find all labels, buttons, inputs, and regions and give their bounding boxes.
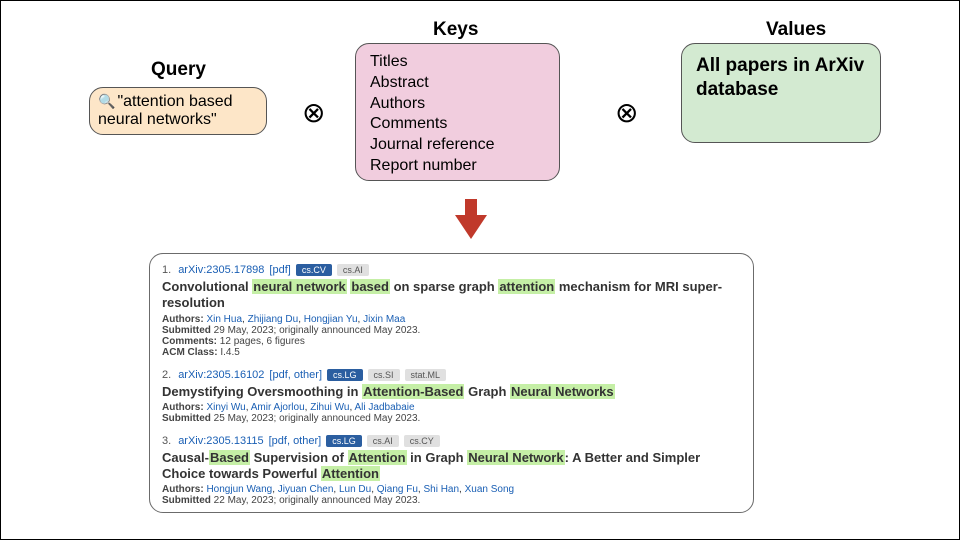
author-link[interactable]: Zihui Wu: [310, 402, 349, 413]
submitted-line: Submitted 25 May, 2023; originally annou…: [162, 413, 737, 424]
result-title[interactable]: Causal-Based Supervision of Attention in…: [162, 450, 737, 483]
author-link[interactable]: Shi Han: [423, 484, 459, 495]
keys-header: Keys: [433, 19, 478, 41]
arxiv-id-link[interactable]: arXiv:2305.17898: [178, 264, 264, 276]
secondary-category-tag: cs.AI: [337, 264, 369, 276]
keys-item: Journal reference: [370, 135, 545, 156]
arxiv-id-link[interactable]: arXiv:2305.16102: [178, 369, 264, 381]
authors-line: Authors: Xinyi Wu, Amir Ajorlou, Zihui W…: [162, 402, 737, 413]
result-item: 1. arXiv:2305.17898 [pdf] cs.CV cs.AI Convolu…: [162, 264, 737, 358]
result-title[interactable]: Demystifying Oversmoothing in Attention-…: [162, 384, 737, 400]
result-number: 1.: [162, 264, 171, 276]
tensor-operator-icon: ⊗: [615, 96, 638, 129]
format-links[interactable]: [pdf, other]: [269, 435, 322, 447]
values-text: All papers in ArXiv database: [696, 55, 864, 100]
keys-item: Abstract: [370, 73, 545, 94]
submitted-line: Submitted 29 May, 2023; originally annou…: [162, 325, 737, 336]
keys-item: Comments: [370, 114, 545, 135]
authors-line: Authors: Xin Hua, Zhijiang Du, Hongjian …: [162, 314, 737, 325]
author-link[interactable]: Zhijiang Du: [248, 314, 299, 325]
author-link[interactable]: Xinyi Wu: [206, 402, 245, 413]
down-arrow-icon: [455, 199, 487, 239]
keys-box: TitlesAbstractAuthorsCommentsJournal ref…: [355, 43, 560, 181]
comments-line: Comments: 12 pages, 6 figures: [162, 336, 737, 347]
author-link[interactable]: Qiang Fu: [377, 484, 418, 495]
result-item: 2. arXiv:2305.16102 [pdf, other] cs.LG cs.SI…: [162, 369, 737, 424]
author-link[interactable]: Jiyuan Chen: [278, 484, 334, 495]
values-box: All papers in ArXiv database: [681, 43, 881, 143]
primary-category-tag: cs.CV: [296, 264, 332, 276]
author-link[interactable]: Hongjun Wang: [206, 484, 272, 495]
result-number: 3.: [162, 435, 171, 447]
query-text: "attention based neural networks": [98, 93, 233, 128]
format-links[interactable]: [pdf]: [269, 264, 290, 276]
result-title[interactable]: Convolutional neural network based on sp…: [162, 279, 737, 312]
search-icon: 🔍: [98, 93, 115, 109]
keys-list: TitlesAbstractAuthorsCommentsJournal ref…: [370, 52, 545, 177]
primary-category-tag: cs.LG: [326, 435, 362, 447]
results-panel: 1. arXiv:2305.17898 [pdf] cs.CV cs.AI Convolu…: [149, 253, 754, 513]
acm-class-line: ACM Class: I.4.5: [162, 347, 737, 358]
author-link[interactable]: Lun Du: [339, 484, 371, 495]
author-link[interactable]: Jixin Maa: [363, 314, 405, 325]
result-list: 1. arXiv:2305.17898 [pdf] cs.CV cs.AI Convolu…: [162, 264, 737, 506]
author-link[interactable]: Amir Ajorlou: [251, 402, 305, 413]
arxiv-id-link[interactable]: arXiv:2305.13115: [178, 435, 263, 447]
values-header: Values: [766, 19, 826, 41]
author-link[interactable]: Xin Hua: [206, 314, 242, 325]
author-link[interactable]: Hongjian Yu: [304, 314, 358, 325]
secondary-category-tag: cs.CY: [404, 435, 440, 447]
authors-line: Authors: Hongjun Wang, Jiyuan Chen, Lun …: [162, 484, 737, 495]
submitted-line: Submitted 22 May, 2023; originally annou…: [162, 495, 737, 506]
keys-item: Report number: [370, 156, 545, 177]
keys-item: Titles: [370, 52, 545, 73]
primary-category-tag: cs.LG: [327, 369, 363, 381]
author-link[interactable]: Ali Jadbabaie: [355, 402, 415, 413]
query-box: 🔍"attention based neural networks": [89, 87, 267, 135]
format-links[interactable]: [pdf, other]: [269, 369, 322, 381]
author-link[interactable]: Xuan Song: [465, 484, 515, 495]
result-item: 3. arXiv:2305.13115 [pdf, other] cs.LG cs.AI…: [162, 435, 737, 507]
secondary-category-tag: cs.SI: [368, 369, 400, 381]
keys-item: Authors: [370, 94, 545, 115]
tensor-operator-icon: ⊗: [302, 96, 325, 129]
secondary-category-tag: stat.ML: [405, 369, 447, 381]
result-number: 2.: [162, 369, 171, 381]
query-header: Query: [151, 59, 206, 81]
secondary-category-tag: cs.AI: [367, 435, 399, 447]
